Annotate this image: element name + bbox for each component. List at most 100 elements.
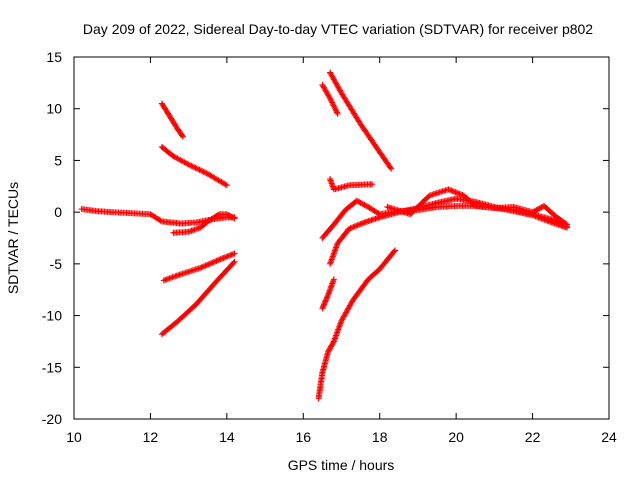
data-point (321, 299, 328, 306)
data-point (199, 168, 206, 175)
data-point (321, 301, 328, 308)
data-point (327, 344, 334, 351)
data-point (331, 103, 338, 110)
data-point (231, 258, 238, 265)
data-point (324, 293, 331, 300)
data-point (391, 248, 398, 255)
data-point (563, 221, 570, 228)
data-point (456, 190, 463, 197)
y-tick-label: 15 (46, 49, 62, 65)
data-point (355, 221, 362, 228)
chart-title: Day 209 of 2022, Sidereal Day-to-day VTE… (83, 21, 593, 37)
data-point (231, 215, 238, 222)
data-point (329, 341, 336, 348)
data-point (452, 189, 459, 196)
data-point (333, 108, 340, 115)
data-point (446, 186, 453, 193)
y-tick-label: -15 (42, 359, 62, 375)
series-arc-b (158, 100, 186, 140)
data-point (217, 256, 224, 263)
data-point (322, 298, 329, 305)
data-point (223, 182, 230, 189)
x-tick-label: 10 (66, 429, 82, 445)
data-point (328, 342, 335, 349)
data-point (451, 188, 458, 195)
data-point (327, 96, 334, 103)
data-point (227, 252, 234, 259)
data-point (214, 212, 221, 219)
data-point (224, 253, 231, 260)
data-point (353, 222, 360, 229)
data-point (157, 217, 164, 224)
data-point (196, 166, 203, 173)
data-point (458, 191, 465, 198)
data-point (216, 256, 223, 263)
data-point (221, 254, 228, 261)
data-point (369, 181, 376, 188)
data-point (445, 186, 452, 193)
data-point (201, 263, 208, 270)
series-arc-g (319, 81, 341, 117)
data-point (358, 220, 365, 227)
data-point (471, 201, 478, 208)
series-arc-l (384, 186, 570, 228)
data-point (185, 161, 192, 168)
data-point (208, 260, 215, 267)
data-point (357, 221, 364, 228)
data-point (231, 250, 238, 257)
data-point (214, 257, 221, 264)
ticks: 10 12 14 16 18 20 22 24 15 10 5 0 -5 -10 -15 -20 (42, 49, 617, 445)
data-point (179, 133, 186, 140)
data-point (329, 101, 336, 108)
data-point (197, 167, 204, 174)
data-point (360, 220, 367, 227)
data-point (202, 169, 209, 176)
data-point (198, 264, 205, 271)
data-point (205, 261, 212, 268)
data-point (329, 99, 336, 106)
data-point (453, 189, 460, 196)
data-point (188, 162, 195, 169)
data-point (325, 347, 332, 354)
data-point (206, 260, 213, 267)
y-tick-label: 0 (54, 204, 62, 220)
data-point (392, 247, 398, 254)
data-point (319, 305, 326, 312)
data-point (332, 106, 339, 113)
data-point (331, 105, 338, 112)
y-tick-label: -10 (42, 308, 62, 324)
data-point (212, 258, 219, 265)
x-tick-label: 18 (372, 429, 388, 445)
data-point (449, 188, 456, 195)
data-point (210, 259, 217, 266)
data-point (333, 109, 340, 116)
data-point (209, 259, 216, 266)
data-point (189, 163, 196, 170)
data-point (202, 262, 209, 269)
data-point (350, 223, 357, 230)
y-tick-label: -20 (42, 411, 62, 427)
data-point (327, 95, 334, 102)
y-tick-label: 10 (46, 101, 62, 117)
x-tick-label: 22 (525, 429, 541, 445)
data-point (193, 165, 200, 172)
data-point (348, 224, 355, 231)
data-point (199, 263, 206, 270)
data-point (319, 303, 326, 310)
y-tick-label: -5 (50, 256, 63, 272)
data-point (562, 220, 569, 227)
data-point (179, 132, 186, 139)
data-point (228, 251, 235, 258)
data-point (330, 339, 337, 346)
data-point (388, 165, 395, 172)
data-point (347, 225, 354, 232)
series-arc-e (160, 250, 238, 284)
series-arc-m (315, 247, 398, 402)
data-point (448, 187, 455, 194)
data-point (230, 214, 237, 221)
data-point (230, 251, 237, 258)
data-point (455, 190, 462, 197)
plot-frame (73, 56, 610, 420)
data-point (223, 253, 230, 260)
